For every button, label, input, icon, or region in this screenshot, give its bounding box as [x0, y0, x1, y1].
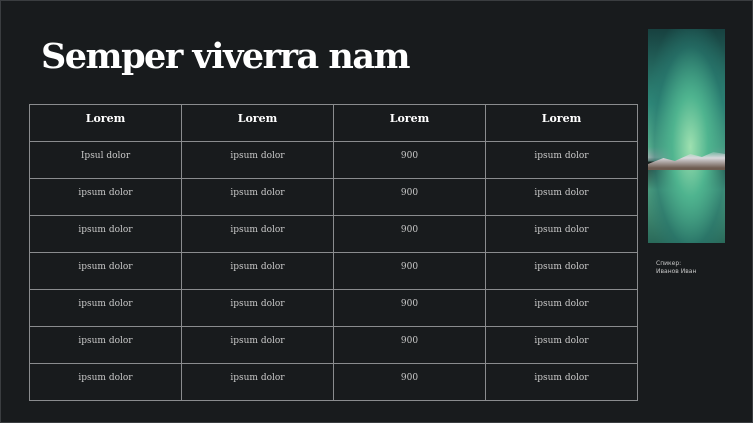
table-cell: ipsum dolor [29, 326, 182, 364]
table-cell: ipsum dolor [29, 178, 182, 216]
table-header-row: Lorem Lorem Lorem Lorem [29, 104, 638, 142]
table-cell: ipsum dolor [29, 215, 182, 253]
table-row: ipsum dolor ipsum dolor 900 ipsum dolor [29, 215, 638, 253]
table-cell: ipsum dolor [485, 326, 638, 364]
table-row: ipsum dolor ipsum dolor 900 ipsum dolor [29, 326, 638, 364]
table-cell: ipsum dolor [181, 215, 334, 253]
table-cell: ipsum dolor [29, 252, 182, 290]
table-cell: ipsum dolor [485, 363, 638, 401]
table-cell: ipsum dolor [181, 252, 334, 290]
table-cell: ipsum dolor [29, 363, 182, 401]
table-cell: ipsum dolor [181, 178, 334, 216]
aurora-photo [648, 29, 725, 243]
table-cell: ipsum dolor [485, 252, 638, 290]
table-cell: ipsum dolor [181, 141, 334, 179]
table-cell: ipsum dolor [181, 326, 334, 364]
table-cell: ipsum dolor [181, 289, 334, 327]
table-cell: 900 [333, 289, 486, 327]
column-header: Lorem [29, 104, 182, 142]
data-table: Lorem Lorem Lorem Lorem Ipsul dolor ipsum… [29, 104, 638, 401]
table-row: ipsum dolor ipsum dolor 900 ipsum dolor [29, 252, 638, 290]
table-cell: 900 [333, 363, 486, 401]
table-cell: ipsum dolor [485, 215, 638, 253]
column-header: Lorem [333, 104, 486, 142]
table-row: Ipsul dolor ipsum dolor 900 ipsum dolor [29, 141, 638, 179]
speaker-label: Спикер: [656, 260, 682, 267]
table-cell: ipsum dolor [485, 178, 638, 216]
table-cell: ipsum dolor [485, 289, 638, 327]
table-cell: ipsum dolor [181, 363, 334, 401]
table-cell: 900 [333, 326, 486, 364]
table-cell: 900 [333, 215, 486, 253]
table-cell: ipsum dolor [485, 141, 638, 179]
table-cell: Ipsul dolor [29, 141, 182, 179]
table-cell: ipsum dolor [29, 289, 182, 327]
table-cell: 900 [333, 178, 486, 216]
table-cell: 900 [333, 252, 486, 290]
speaker-info: Спикер: Иванов Иван [656, 260, 696, 276]
table-row: ipsum dolor ipsum dolor 900 ipsum dolor [29, 289, 638, 327]
column-header: Lorem [485, 104, 638, 142]
table-row: ipsum dolor ipsum dolor 900 ipsum dolor [29, 363, 638, 401]
table-row: ipsum dolor ipsum dolor 900 ipsum dolor [29, 178, 638, 216]
speaker-name: Иванов Иван [656, 268, 697, 275]
slide-title: Semper viverra nam [41, 36, 411, 77]
table-cell: 900 [333, 141, 486, 179]
column-header: Lorem [181, 104, 334, 142]
